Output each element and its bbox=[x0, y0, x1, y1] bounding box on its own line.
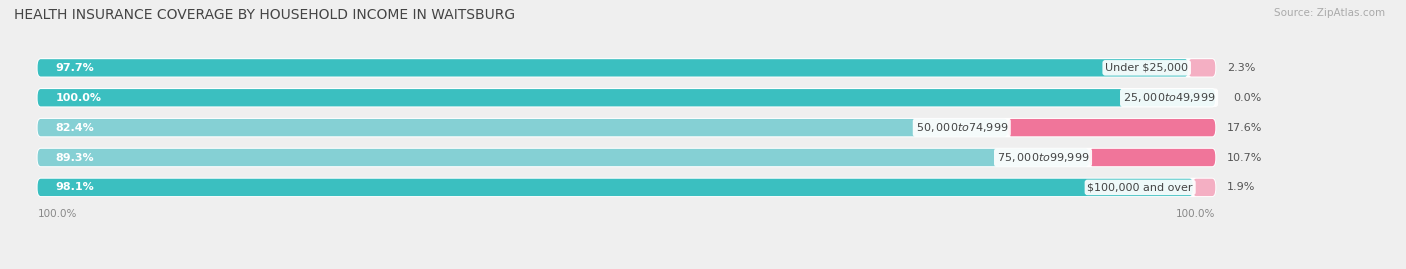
Text: 10.7%: 10.7% bbox=[1227, 153, 1263, 162]
Text: 98.1%: 98.1% bbox=[55, 182, 94, 192]
FancyBboxPatch shape bbox=[1192, 179, 1215, 196]
Text: 17.6%: 17.6% bbox=[1227, 123, 1263, 133]
Text: Under $25,000: Under $25,000 bbox=[1105, 63, 1188, 73]
FancyBboxPatch shape bbox=[38, 119, 1008, 136]
Text: 0.0%: 0.0% bbox=[1233, 93, 1261, 103]
FancyBboxPatch shape bbox=[38, 59, 1188, 76]
FancyBboxPatch shape bbox=[38, 89, 1215, 107]
Text: 100.0%: 100.0% bbox=[38, 209, 77, 219]
FancyBboxPatch shape bbox=[38, 59, 1215, 76]
Text: $50,000 to $74,999: $50,000 to $74,999 bbox=[915, 121, 1008, 134]
FancyBboxPatch shape bbox=[38, 149, 1215, 166]
FancyBboxPatch shape bbox=[38, 119, 1215, 136]
Text: $75,000 to $99,999: $75,000 to $99,999 bbox=[997, 151, 1090, 164]
Text: 89.3%: 89.3% bbox=[55, 153, 94, 162]
FancyBboxPatch shape bbox=[1090, 149, 1215, 166]
Text: Source: ZipAtlas.com: Source: ZipAtlas.com bbox=[1274, 8, 1385, 18]
Text: 82.4%: 82.4% bbox=[55, 123, 94, 133]
FancyBboxPatch shape bbox=[1008, 119, 1215, 136]
Text: 1.9%: 1.9% bbox=[1227, 182, 1256, 192]
Text: 100.0%: 100.0% bbox=[55, 93, 101, 103]
FancyBboxPatch shape bbox=[38, 179, 1192, 196]
FancyBboxPatch shape bbox=[38, 149, 1090, 166]
Text: $100,000 and over: $100,000 and over bbox=[1087, 182, 1192, 192]
Text: 100.0%: 100.0% bbox=[1175, 209, 1215, 219]
FancyBboxPatch shape bbox=[1188, 59, 1215, 76]
FancyBboxPatch shape bbox=[38, 179, 1215, 196]
Text: 97.7%: 97.7% bbox=[55, 63, 94, 73]
Text: HEALTH INSURANCE COVERAGE BY HOUSEHOLD INCOME IN WAITSBURG: HEALTH INSURANCE COVERAGE BY HOUSEHOLD I… bbox=[14, 8, 515, 22]
Text: $25,000 to $49,999: $25,000 to $49,999 bbox=[1123, 91, 1215, 104]
Text: 2.3%: 2.3% bbox=[1227, 63, 1256, 73]
FancyBboxPatch shape bbox=[38, 89, 1215, 107]
